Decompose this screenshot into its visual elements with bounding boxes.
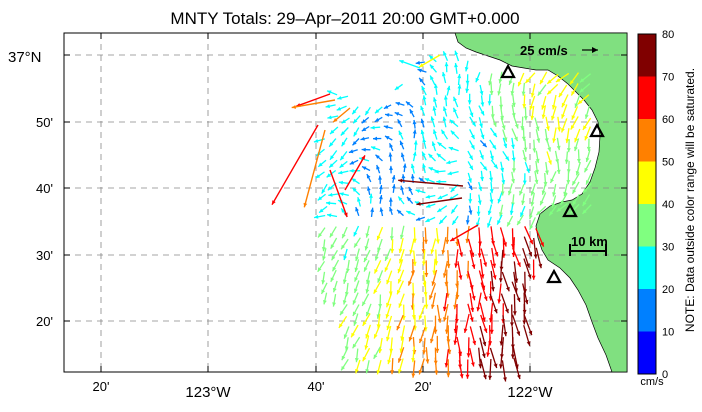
lat-label-37n: 37°N — [8, 49, 42, 66]
colorbar-tick-label: 50 — [662, 157, 674, 169]
colorbar-tick-label: 80 — [662, 29, 674, 41]
colorbar-tick-label: 30 — [662, 242, 674, 254]
lat-label-20: 20' — [36, 314, 53, 329]
colorbar-segment — [638, 247, 656, 290]
colorbar-segment — [638, 289, 656, 332]
colorbar-segment — [638, 119, 656, 162]
lon-label-20b: 20' — [415, 379, 432, 394]
colorbar-segment — [638, 34, 656, 77]
lat-label-50: 50' — [36, 115, 53, 130]
current-vector-head — [434, 371, 438, 375]
scale-bar-label: 10 km — [571, 234, 608, 249]
colorbar-tick-label: 60 — [662, 114, 674, 126]
colorbar-tick-label: 20 — [662, 284, 674, 296]
lat-label-30: 30' — [36, 248, 53, 263]
colorbar-tick-label: 40 — [662, 199, 674, 211]
current-vector-head — [466, 375, 470, 379]
saturation-note: NOTE: Data outside color range will be s… — [683, 68, 697, 332]
current-vector-head — [411, 373, 415, 377]
lon-label-123w: 123°W — [185, 384, 231, 401]
current-vector-head — [488, 376, 492, 380]
colorbar-tick-label: 70 — [662, 72, 674, 84]
colorbar-tick-label: 10 — [662, 327, 674, 339]
lon-label-20: 20' — [93, 379, 110, 394]
map-title: MNTY Totals: 29–Apr–2011 20:00 GMT+0.000 — [170, 9, 519, 28]
colorbar-unit: cm/s — [640, 376, 664, 388]
colorbar-segment — [638, 332, 656, 375]
colorbar-segment — [638, 162, 656, 205]
scale-arrow-label: 25 cm/s — [520, 43, 568, 58]
colorbar-segment — [638, 204, 656, 247]
colorbar-segment — [638, 77, 656, 120]
lon-label-122w: 122°W — [507, 384, 553, 401]
current-vector-head — [446, 373, 450, 377]
lat-label-40: 40' — [36, 181, 53, 196]
lon-label-40: 40' — [308, 379, 325, 394]
